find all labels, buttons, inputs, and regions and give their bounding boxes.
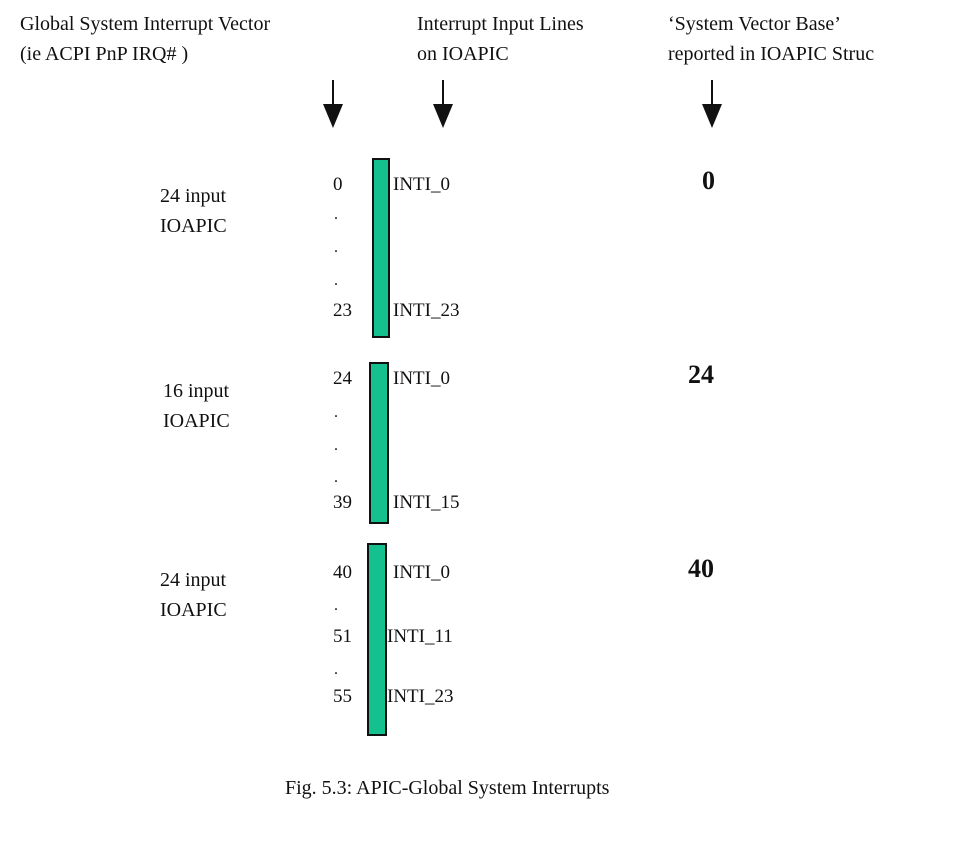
inti-line-label: INTI_0 [393, 368, 450, 389]
ellipsis-dot: . [334, 437, 338, 454]
ioapic-bar [372, 158, 390, 338]
system-vector-base: 0 [702, 166, 715, 195]
vector-number: 40 [333, 562, 352, 583]
vector-number: 55 [333, 686, 352, 707]
header-base-line2: reported in IOAPIC Struc [668, 43, 875, 65]
vector-number: 39 [333, 492, 352, 513]
arrow-inti-icon [433, 80, 453, 128]
ioapic-bar [367, 543, 387, 736]
inti-line-label: INTI_0 [393, 562, 450, 583]
ioapic-label: IOAPIC [163, 410, 230, 432]
vector-number: 51 [333, 626, 352, 647]
ellipsis-dot: . [334, 239, 338, 256]
header-inti-line1: Interrupt Input Lines [417, 13, 584, 35]
ellipsis-dot: . [334, 206, 338, 223]
ellipsis-dot: . [334, 597, 338, 614]
ioapic-label: IOAPIC [160, 599, 227, 621]
ellipsis-dot: . [334, 469, 338, 486]
system-vector-base: 40 [688, 554, 714, 583]
header-gsi-line2: (ie ACPI PnP IRQ# ) [20, 43, 189, 65]
ioapic-label: IOAPIC [160, 215, 227, 237]
inti-line-label: INTI_0 [393, 174, 450, 195]
figure-caption: Fig. 5.3: APIC-Global System Interrupts [285, 777, 610, 799]
arrow-base-icon [702, 80, 722, 128]
header-inti-line2: on IOAPIC [417, 43, 509, 65]
ioapic-label: 24 input [160, 569, 227, 591]
inti-line-label: INTI_23 [393, 300, 460, 321]
header-base-line1: ‘System Vector Base’ [668, 13, 841, 35]
inti-line-label: INTI_15 [393, 492, 460, 513]
vector-number: 0 [333, 174, 343, 195]
vector-number: 24 [333, 368, 352, 389]
ioapic-bar [369, 362, 389, 524]
ellipsis-dot: . [334, 272, 338, 289]
inti-line-label: INTI_23 [387, 686, 454, 707]
inti-line-label: INTI_11 [387, 626, 453, 647]
header-gsi-line1: Global System Interrupt Vector [20, 13, 271, 35]
arrow-gsi-icon [323, 80, 343, 128]
ellipsis-dot: . [334, 661, 338, 678]
vector-number: 23 [333, 300, 352, 321]
system-vector-base: 24 [688, 360, 714, 389]
ellipsis-dot: . [334, 404, 338, 421]
ioapic-label: 16 input [163, 380, 230, 402]
ioapic-label: 24 input [160, 185, 227, 207]
